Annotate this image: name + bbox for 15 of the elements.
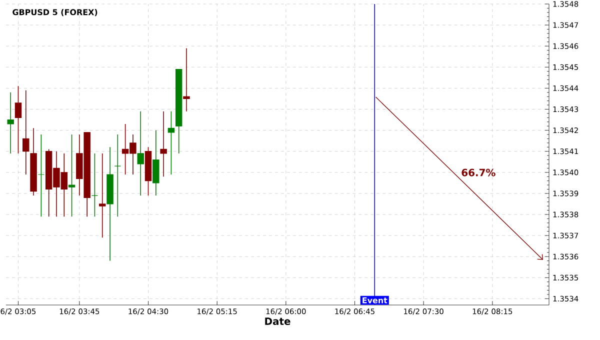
candlestick <box>38 134 45 217</box>
candlestick <box>183 48 190 112</box>
candlestick <box>168 110 175 175</box>
candlestick <box>99 153 106 238</box>
x-axis-title: Date <box>265 318 290 326</box>
candlestick <box>152 130 160 196</box>
candlestick <box>22 90 30 175</box>
candlestick <box>160 110 167 177</box>
candlestick <box>14 86 22 154</box>
candlestick <box>7 92 14 154</box>
candlestick <box>114 134 122 217</box>
candlestick <box>137 110 144 196</box>
annotation: 66.7% <box>462 168 496 176</box>
candlestick <box>68 134 76 217</box>
candlestick <box>91 153 98 217</box>
